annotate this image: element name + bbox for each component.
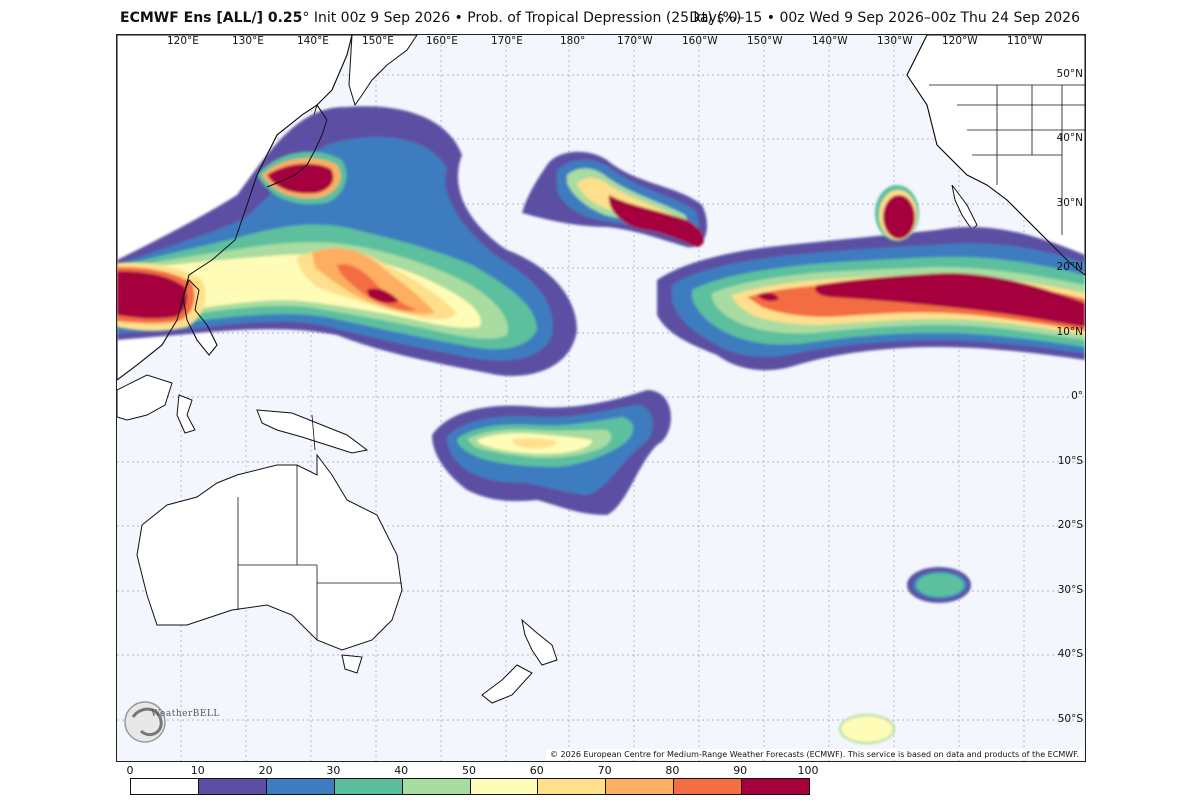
baja-california (951, 184, 978, 231)
prob-japan (257, 151, 347, 205)
lon-label: 140°E (297, 35, 329, 47)
colorbar-tick-label: 50 (462, 764, 476, 777)
lat-label: 40°N (1056, 132, 1083, 144)
lat-label: 10°N (1056, 326, 1083, 338)
colorbar-tick-label: 10 (190, 764, 205, 777)
swirl-icon (124, 701, 166, 743)
colorbar-segment (538, 779, 607, 794)
prob-baja (875, 185, 919, 241)
colorbar-tick-label: 40 (394, 764, 409, 777)
lon-label: 170°E (491, 35, 523, 47)
lon-label: 180° (560, 35, 586, 47)
borneo (117, 374, 173, 421)
copyright-notice: © 2026 European Centre for Medium-Range … (546, 749, 1083, 760)
colorbar-segment (334, 779, 403, 794)
map-panel: 120°E 130°E 140°E 150°E 160°E 170°E 180°… (116, 34, 1086, 762)
lon-label: 110°W (1007, 35, 1043, 47)
colorbar-tick-label: 20 (258, 764, 273, 777)
prob-south-pacific (432, 390, 671, 515)
colorbar-segment (470, 779, 539, 794)
lat-label: 50°S (1057, 713, 1083, 725)
valid-period: Days 0–15 • 00z Wed 9 Sep 2026–00z Thu 2… (689, 10, 1080, 26)
lon-label: 140°W (812, 35, 848, 47)
sulawesi (176, 394, 196, 434)
lon-label: 150°E (362, 35, 394, 47)
lon-label: 160°E (426, 35, 458, 47)
weatherbell-logo: WeatherBELL (121, 697, 219, 747)
colorbar-tick-label: 70 (597, 764, 612, 777)
colorbar-segment (198, 779, 267, 794)
lon-label: 120°W (942, 35, 978, 47)
russia-far-east (348, 35, 418, 107)
colorbar-segment (266, 779, 335, 794)
lat-label: 20°N (1056, 261, 1083, 273)
coastline-overlay (117, 35, 1085, 381)
lon-label: 150°W (747, 35, 783, 47)
colorbar-tick-label: 0 (126, 764, 134, 777)
tasmania (341, 654, 363, 674)
lat-label: 10°S (1057, 455, 1083, 467)
model-name: ECMWF Ens [ALL/] 0.25 (120, 10, 303, 26)
new-zealand-south (481, 664, 533, 704)
colorbar-tick-label: 60 (529, 764, 544, 777)
prob-epac (657, 226, 1085, 371)
prob-south-small (839, 567, 971, 744)
lat-label: 40°S (1057, 648, 1083, 660)
colorbar-tick-label: 90 (733, 764, 748, 777)
init-info: ° Init 00z 9 Sep 2026 • Prob. of Tropica… (302, 10, 742, 26)
new-zealand-north (521, 618, 558, 666)
colorbar-tick-label: 30 (326, 764, 341, 777)
colorbar-segment (131, 779, 199, 794)
new-guinea (256, 409, 369, 454)
prob-central-pacific (522, 151, 707, 248)
lon-label: 160°W (682, 35, 718, 47)
lat-label: 0° (1071, 390, 1083, 402)
colorbar-tick-label: 80 (665, 764, 680, 777)
lon-label: 170°W (617, 35, 653, 47)
borders (237, 84, 1085, 640)
lon-label: 130°E (232, 35, 264, 47)
prob-wpac (117, 106, 577, 376)
lat-label: 30°N (1056, 197, 1083, 209)
map-canvas (117, 35, 1085, 761)
colorbar-segment (606, 779, 675, 794)
logo-text: WeatherBELL (151, 709, 220, 719)
lat-label: 50°N (1056, 68, 1083, 80)
colorbar-segment (402, 779, 471, 794)
lat-label: 30°S (1057, 584, 1083, 596)
colorbar (130, 778, 810, 795)
lon-label: 120°E (167, 35, 199, 47)
lon-label: 130°W (877, 35, 913, 47)
chart-title: ECMWF Ens [ALL/] 0.25° Init 00z 9 Sep 20… (120, 10, 741, 26)
colorbar-segment (674, 779, 743, 794)
australia (136, 453, 403, 651)
prob-philippines (117, 262, 206, 331)
lat-label: 20°S (1057, 519, 1083, 531)
colorbar-tick-label: 100 (797, 764, 819, 777)
colorbar-segment (742, 779, 810, 794)
